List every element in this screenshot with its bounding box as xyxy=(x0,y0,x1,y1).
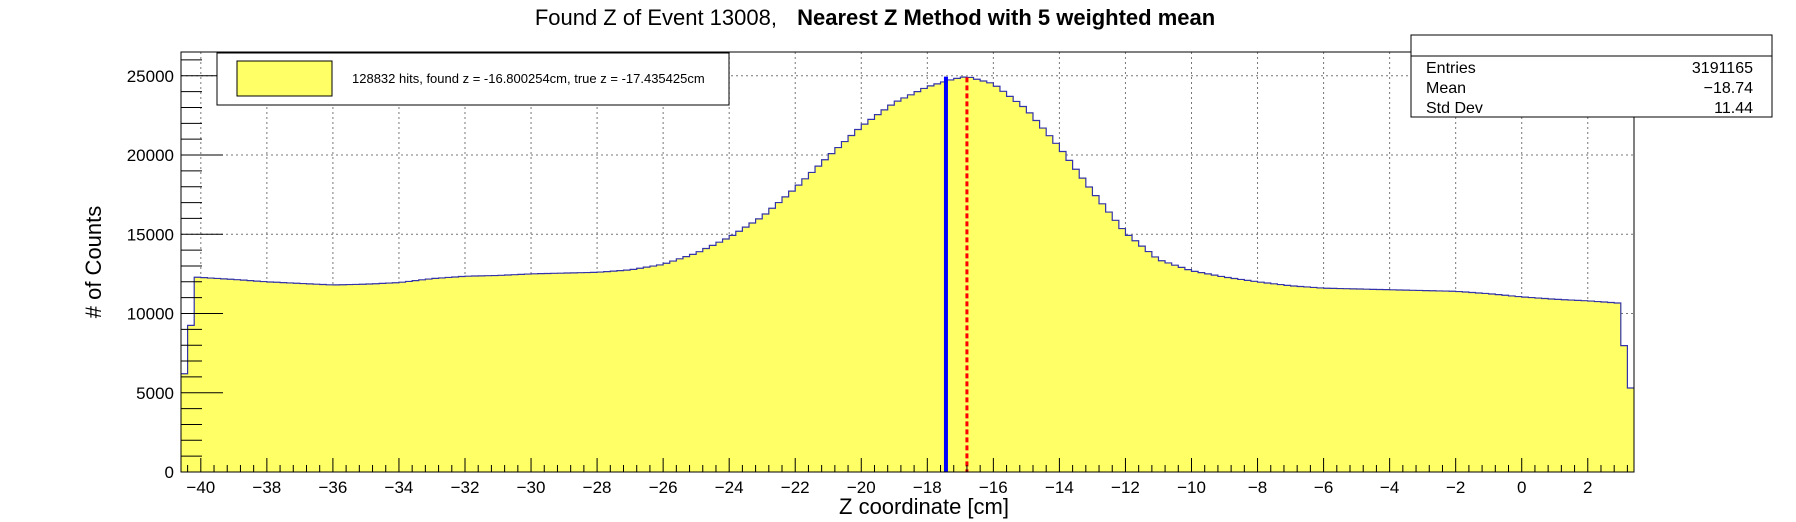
histogram-bars xyxy=(181,76,1634,473)
x-tick-label: −28 xyxy=(583,478,612,497)
y-axis-title: # of Counts xyxy=(81,206,106,319)
y-tick-label: 25000 xyxy=(127,67,174,86)
histogram-fill xyxy=(181,77,1634,473)
chart-title-prefix: Found Z of Event 13008, xyxy=(535,5,777,30)
x-tick-label: −14 xyxy=(1045,478,1074,497)
x-tick-label: −10 xyxy=(1177,478,1206,497)
stats-entries-label: Entries xyxy=(1426,60,1476,77)
legend-swatch xyxy=(236,60,333,97)
y-tick-label: 5000 xyxy=(136,384,174,403)
chart-title-bold: Nearest Z Method with 5 weighted mean xyxy=(797,5,1215,30)
x-tick-label: −2 xyxy=(1446,478,1465,497)
stats-frame xyxy=(1410,34,1773,118)
x-tick-label: −18 xyxy=(913,478,942,497)
x-tick-label: −16 xyxy=(979,478,1008,497)
x-tick-label: −8 xyxy=(1248,478,1267,497)
x-tick-label: −4 xyxy=(1380,478,1399,497)
x-tick-label: −36 xyxy=(318,478,347,497)
stats-stddev-label: Std Dev xyxy=(1426,100,1483,117)
x-axis-title: Z coordinate [cm] xyxy=(839,494,1009,519)
axes: −40 −38 −36 −34 −32 −30 −28 −26 −24 −22 −20 −18 −16−… xyxy=(127,59,1628,497)
x-tick-label: −30 xyxy=(517,478,546,497)
x-tick-label: −38 xyxy=(252,478,281,497)
x-tick-label: −12 xyxy=(1111,478,1140,497)
y-tick-label: 20000 xyxy=(127,146,174,165)
y-tick-label: 0 xyxy=(165,463,174,482)
stats-mean-value: −18.74 xyxy=(1704,80,1753,97)
y-tick-label: 10000 xyxy=(127,305,174,324)
z-markers xyxy=(943,76,969,472)
stats-entries-value: 3191165 xyxy=(1692,60,1753,77)
x-tick-label: −22 xyxy=(781,478,810,497)
x-tick-label: −24 xyxy=(715,478,744,497)
x-tick-label: −40 xyxy=(186,478,215,497)
x-tick-label: −32 xyxy=(451,478,480,497)
legend: 128832 hits, found z = -16.800254cm, tru… xyxy=(216,52,730,106)
x-tick-label: −34 xyxy=(385,478,414,497)
legend-label: 128832 hits, found z = -16.800254cm, tru… xyxy=(352,71,705,86)
x-tick-label: −20 xyxy=(847,478,876,497)
x-tick-label: 0 xyxy=(1517,478,1526,497)
x-tick-label: 2 xyxy=(1583,478,1592,497)
y-tick-label: 15000 xyxy=(127,225,174,244)
stats-box: Entries 3191165 Mean −18.74 Std Dev 11.4… xyxy=(1410,34,1773,118)
stats-stddev-value: 11.44 xyxy=(1714,100,1753,117)
stats-mean-label: Mean xyxy=(1426,80,1466,97)
x-tick-label: −6 xyxy=(1314,478,1333,497)
x-tick-label: −26 xyxy=(649,478,678,497)
plot-frame xyxy=(180,51,1635,473)
histogram-outline xyxy=(181,76,1634,389)
chart-title: Found Z of Event 13008, Nearest Z Method… xyxy=(535,5,1215,30)
